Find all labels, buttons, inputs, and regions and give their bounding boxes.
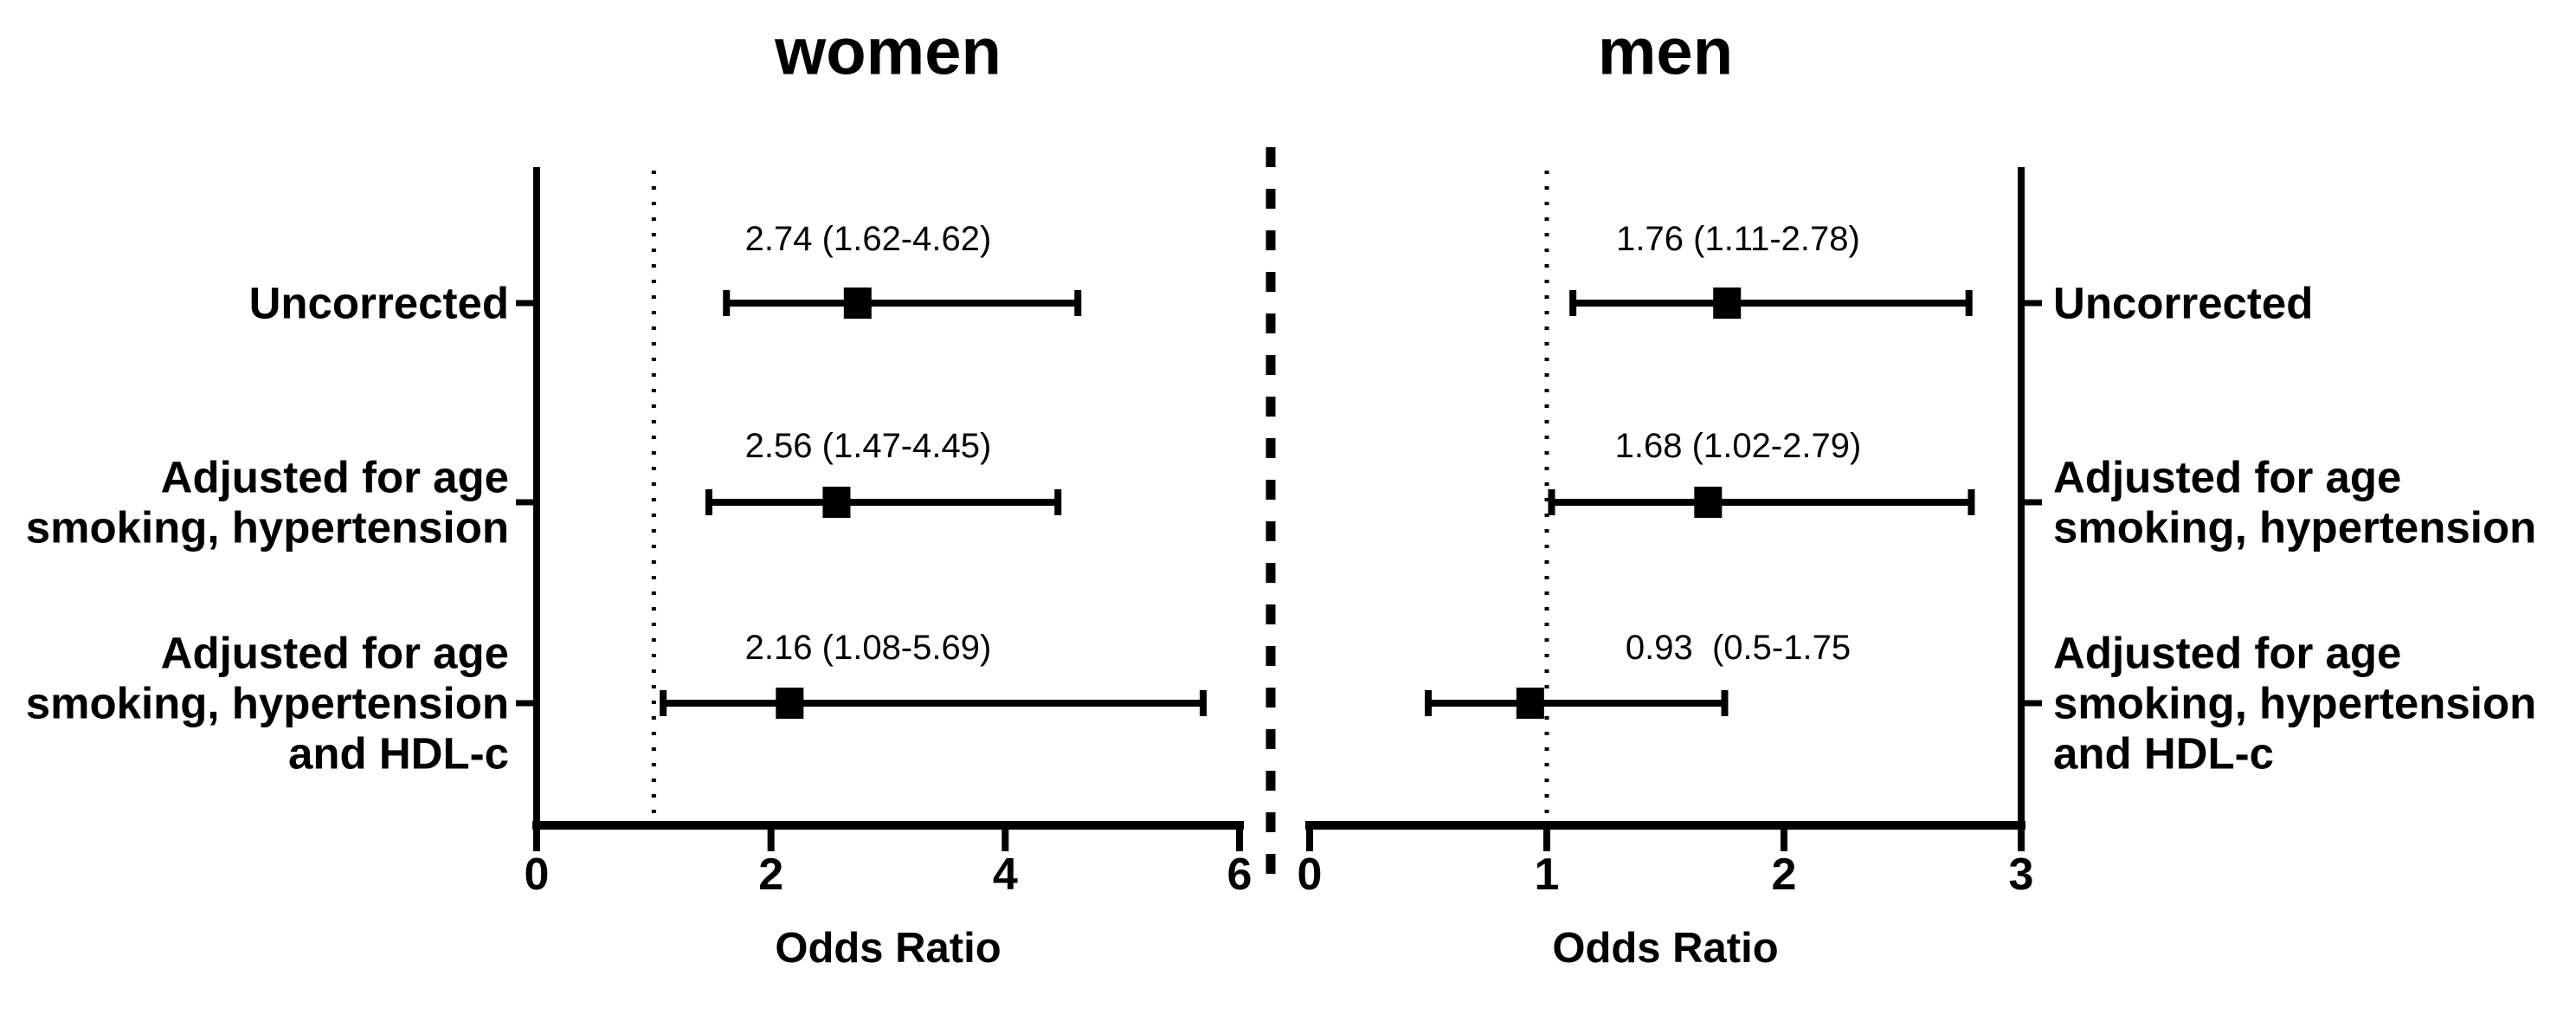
point-estimate-marker (1713, 288, 1742, 319)
forest-row: Uncorrected 2.74 (1.62-4.62) (249, 220, 1082, 328)
x-tick-label: 0 (525, 850, 550, 900)
point-estimate-marker (776, 688, 804, 719)
x-tick-label: 2 (1772, 850, 1797, 900)
or-annotation: 1.76 (1.11-2.78) (1616, 220, 1860, 258)
row-label: and HDL-c (288, 729, 509, 779)
or-annotation: 0.93 (0.5-1.75 (1626, 629, 1851, 667)
row-label: smoking, hypertension (26, 679, 509, 728)
point-estimate-marker (1694, 487, 1723, 518)
point-estimate-marker (1516, 688, 1544, 719)
row-label: Adjusted for age (2053, 453, 2401, 502)
x-tick-label: 2 (758, 850, 783, 900)
forest-row: Uncorrected 1.76 (1.11-2.78) (1569, 220, 2313, 328)
point-estimate-marker (822, 487, 851, 518)
row-label: Uncorrected (249, 279, 509, 328)
x-tick-label: 3 (2009, 850, 2034, 900)
row-label: smoking, hypertension (26, 503, 509, 553)
point-estimate-marker (843, 288, 872, 319)
row-label: Uncorrected (2053, 279, 2313, 328)
row-label: Adjusted for age (2053, 629, 2401, 678)
x-axis-title-men: Odds Ratio (1552, 925, 1778, 972)
row-label: Adjusted for age (161, 629, 509, 678)
panel-women: 0 2 4 6 Uncorrected 2.74 (1.62-4.62) Adjusted … (26, 167, 1253, 900)
or-annotation: 1.68 (1.02-2.79) (1615, 427, 1862, 465)
row-label: smoking, hypertension (2053, 503, 2536, 553)
chart-layer: 0 2 4 6 Uncorrected 2.74 (1.62-4.62) Adjusted … (26, 147, 2536, 900)
row-label: and HDL-c (2053, 729, 2274, 779)
row-label: smoking, hypertension (2053, 679, 2536, 728)
x-axis-title-women: Odds Ratio (775, 925, 1001, 972)
x-tick-label: 1 (1535, 850, 1560, 900)
panel-men: 0 1 2 3 Uncorrected 1.76 (1.11-2.78) Adjusted … (1298, 167, 2536, 900)
x-tick-label: 0 (1298, 850, 1323, 900)
panel-title-women: women (774, 16, 1001, 89)
x-tick-label: 6 (1227, 850, 1253, 900)
panel-title-men: men (1598, 16, 1733, 89)
x-tick-label: 4 (993, 850, 1018, 900)
or-annotation: 2.56 (1.47-4.45) (745, 427, 992, 465)
or-annotation: 2.74 (1.62-4.62) (745, 220, 992, 258)
or-annotation: 2.16 (1.08-5.69) (745, 629, 992, 667)
row-label: Adjusted for age (161, 453, 509, 502)
